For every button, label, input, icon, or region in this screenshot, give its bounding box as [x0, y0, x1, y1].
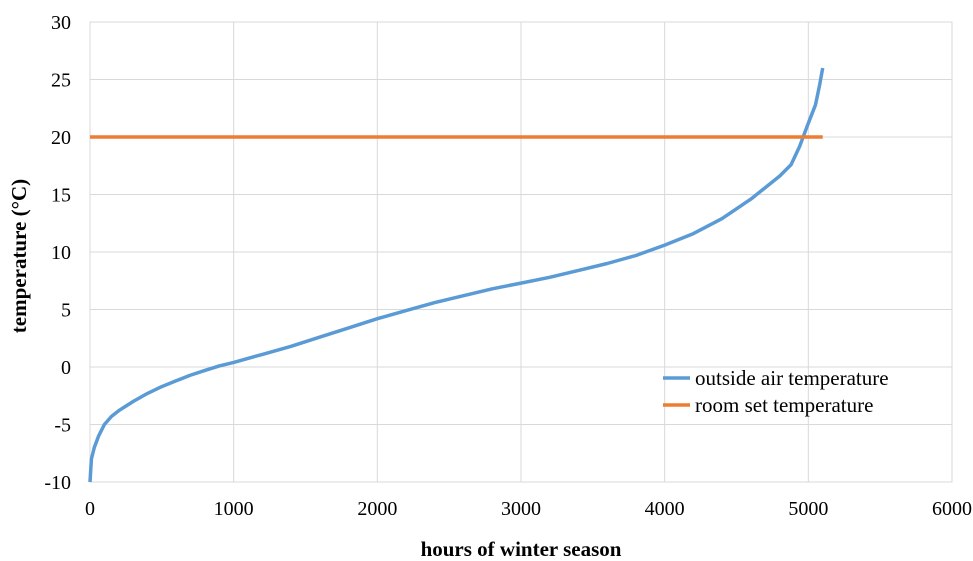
legend-label-room-set-temperature: room set temperature: [695, 393, 873, 417]
legend: outside air temperature room set tempera…: [663, 366, 889, 417]
x-axis-title: hours of winter season: [421, 537, 622, 561]
y-tick-label: 10: [51, 242, 71, 264]
x-tick-label: 4000: [645, 498, 685, 520]
y-tick-label: -5: [54, 415, 71, 437]
tick-labels: 0 1000 2000 3000 4000 5000 6000 -10 -5 0 5 10 15 20 25…: [44, 12, 972, 520]
y-tick-label: 30: [51, 12, 71, 34]
y-axis-title: temperature (°C): [7, 179, 31, 333]
outside-air-temperature-line: [88, 67, 825, 483]
y-tick-label: 20: [51, 127, 71, 149]
y-tick-label: -10: [44, 472, 71, 494]
x-tick-label: 1000: [214, 498, 254, 520]
x-tick-label: 5000: [788, 498, 828, 520]
y-tick-label: 0: [61, 357, 71, 379]
x-tick-label: 6000: [932, 498, 972, 520]
x-tick-label: 3000: [501, 498, 541, 520]
data-series: [88, 67, 825, 483]
x-tick-label: 2000: [357, 498, 397, 520]
legend-label-outside-air-temperature: outside air temperature: [695, 366, 889, 390]
y-tick-label: 15: [51, 185, 71, 207]
y-tick-label: 25: [51, 70, 71, 92]
y-tick-label: 5: [61, 300, 71, 322]
x-tick-label: 0: [85, 498, 95, 520]
